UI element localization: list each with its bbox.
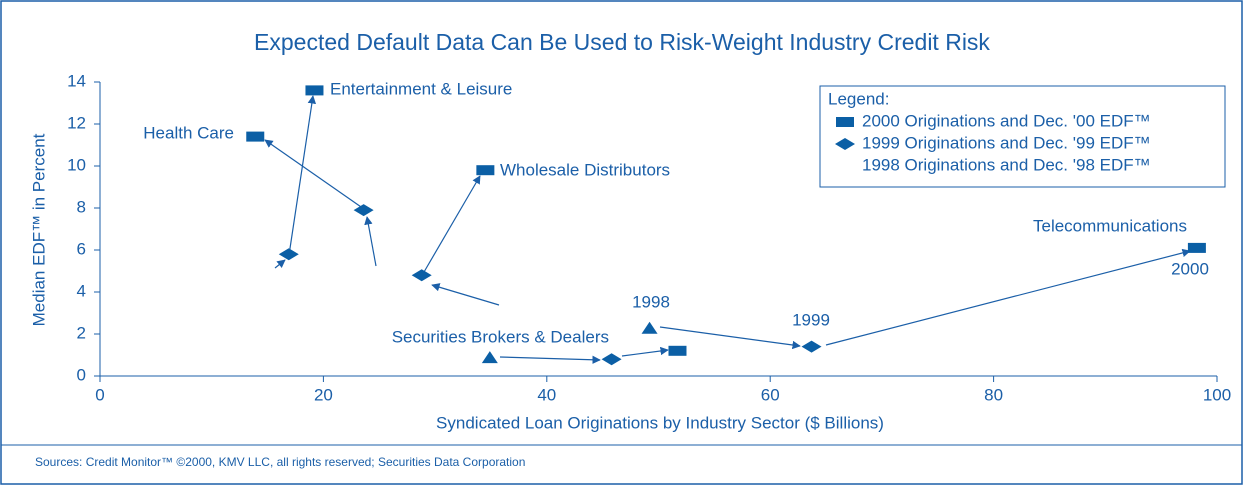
legend-label: 1999 Originations and Dec. '99 EDF™ [862,133,1151,152]
point [641,321,658,334]
point [411,269,432,282]
point [481,351,498,364]
point [305,85,324,96]
y-tick-label: 2 [77,323,86,342]
legend-label: 1998 Originations and Dec. '98 EDF™ [862,155,1151,174]
x-axis-label: Syndicated Loan Originations by Industry… [436,413,884,432]
y-tick-label: 12 [67,113,86,132]
arrow [264,139,365,210]
x-tick-label: 60 [761,385,780,404]
x-tick-label: 80 [984,385,1003,404]
arrow [274,259,286,269]
source: Sources: Credit Monitor™ ©2000, KMV LLC,… [35,455,525,469]
y-tick-label: 10 [67,155,86,174]
annotation: 1998 [632,292,670,311]
x-tick-label: 0 [95,385,104,404]
annotation: 1999 [792,310,830,329]
arrow [825,248,1191,346]
annotation: Health Care [143,123,234,142]
annotation: Wholesale Distributors [500,160,670,179]
legend-title: Legend: [828,89,889,108]
arrow [288,95,317,256]
y-tick-label: 0 [77,365,86,384]
point [353,204,374,217]
arrow [423,175,481,273]
point [801,340,822,353]
legend-box [819,85,1226,188]
legend-label: 2000 Originations and Dec. '00 EDF™ [862,111,1151,130]
point [601,353,622,366]
y-axis-label: Median EDF™ in Percent [29,133,48,326]
annotation: Securities Brokers & Dealers [392,327,609,346]
annotation: Telecommunications [1033,216,1187,235]
point [246,131,265,142]
point [476,165,495,176]
arrow [659,326,801,350]
chart-title: Expected Default Data Can Be Used to Ris… [254,29,990,55]
annotation: Entertainment & Leisure [330,79,512,98]
x-tick-label: 100 [1203,385,1231,404]
legend-marker [836,117,854,127]
arrow [621,346,669,357]
x-tick-label: 40 [537,385,556,404]
arrow [364,216,377,267]
arrow [499,355,601,364]
annotation: 2000 [1171,259,1209,278]
point [278,248,299,261]
y-tick-label: 4 [77,281,86,300]
point [1187,242,1206,253]
y-tick-label: 6 [77,239,86,258]
point [668,345,687,356]
x-tick-label: 20 [314,385,333,404]
y-tick-label: 14 [67,71,86,90]
arrow [431,283,500,306]
legend-marker [835,138,855,150]
y-tick-label: 8 [77,197,86,216]
